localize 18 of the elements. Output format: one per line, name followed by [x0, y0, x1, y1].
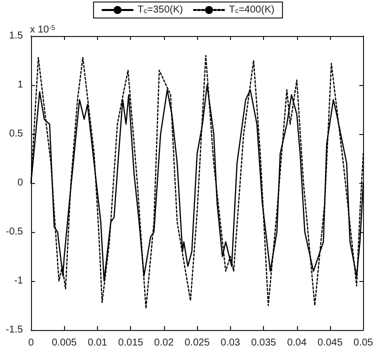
x-tick-label: 0.025 — [184, 338, 210, 348]
x-tick-label: 0 — [28, 338, 34, 348]
y-tick-label: 1 — [17, 80, 24, 90]
x-tick-label: 0.02 — [154, 338, 174, 348]
x-tick-label: 0.015 — [118, 338, 144, 348]
y-tick-label: -1.5 — [6, 324, 24, 336]
y-tick-label: 1.5 — [9, 30, 24, 42]
x-tick-label: 0.005 — [52, 338, 78, 348]
x-tick-label: 0.035 — [251, 338, 277, 348]
x-tick-label: 0.03 — [220, 338, 241, 348]
x-tick-label: 0.045 — [318, 338, 343, 348]
x-tick-label: 0.04 — [287, 338, 307, 348]
y-tick-label: 0 — [17, 178, 24, 188]
x-tick-label: 0.05 — [354, 338, 374, 348]
y-tick-label: 0.5 — [9, 128, 24, 140]
y-tick-label: -0.5 — [6, 226, 24, 238]
y-tick-label: -1 — [14, 276, 24, 286]
x-tick-label: 0.01 — [88, 338, 108, 348]
